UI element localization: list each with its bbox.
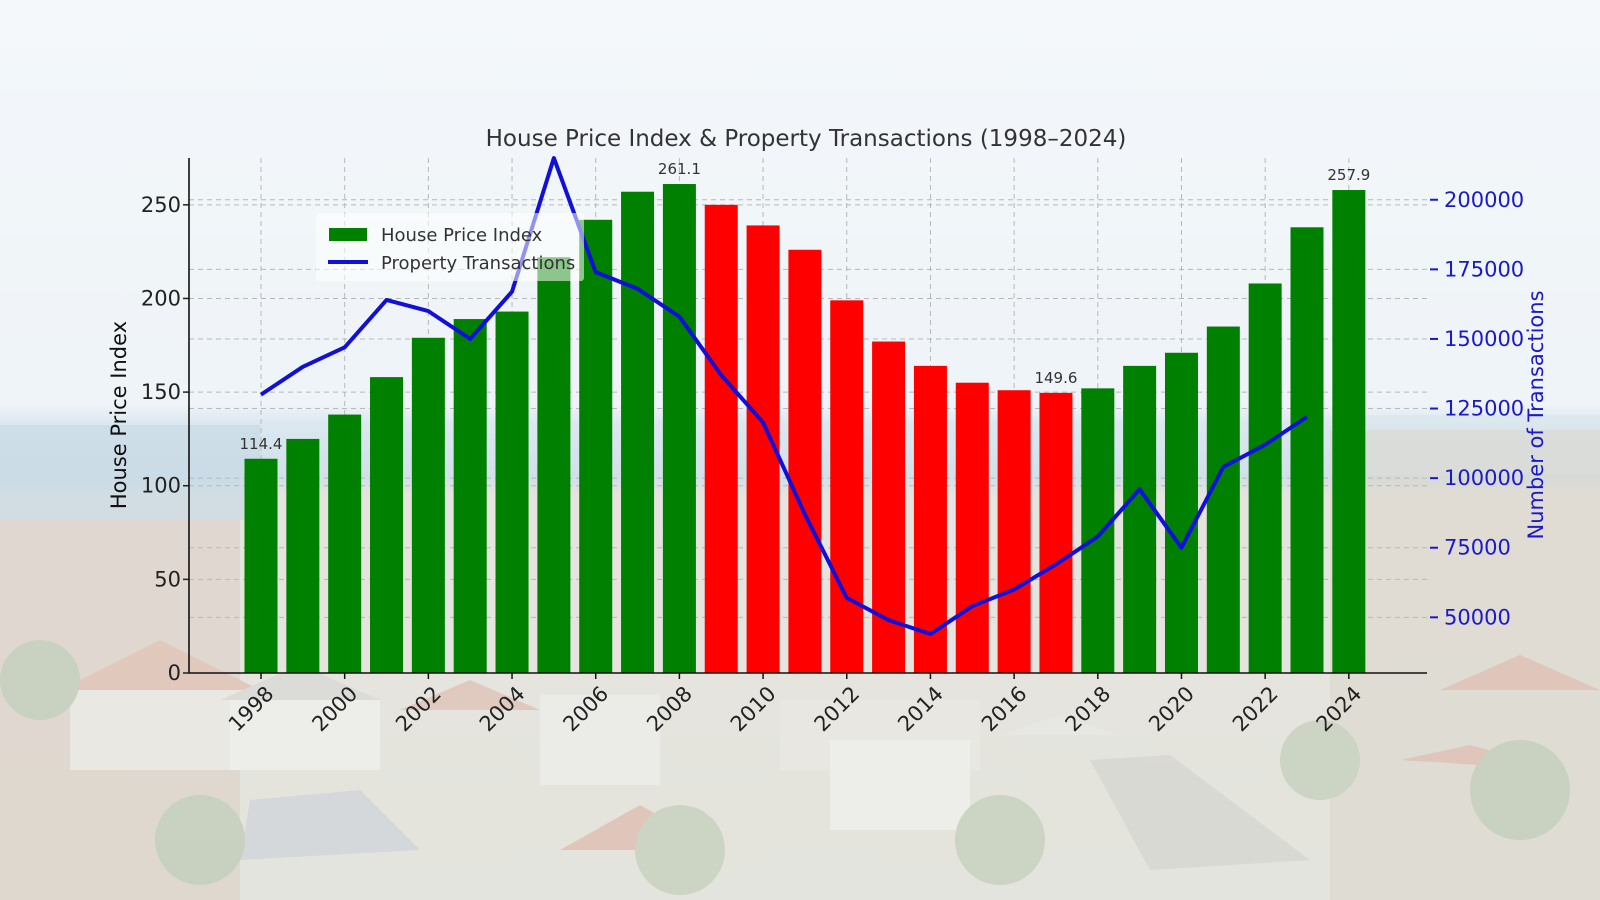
- bar-2017: [1039, 392, 1073, 673]
- bar-2005: [537, 257, 571, 673]
- bar-2015: [955, 382, 989, 673]
- bar-2007: [621, 191, 655, 673]
- y-tick-right-125000: 125000: [1444, 397, 1524, 421]
- y-tick-right-100000: 100000: [1444, 466, 1524, 490]
- y-tick-left-150: 150: [141, 380, 181, 404]
- bar-1998: [244, 458, 278, 673]
- bar-2018: [1081, 388, 1115, 673]
- bar-2021: [1206, 326, 1240, 673]
- bar-1999: [286, 438, 320, 673]
- y-tick-right-150000: 150000: [1444, 327, 1524, 351]
- y-tick-left-0: 0: [168, 661, 181, 685]
- bar-2013: [872, 341, 906, 673]
- y-tick-left-50: 50: [154, 567, 181, 591]
- y-tick-left-100: 100: [141, 474, 181, 498]
- y-tick-left-200: 200: [141, 286, 181, 310]
- bar-2023: [1290, 227, 1324, 674]
- bar-2008: [662, 184, 696, 673]
- data-label-2017: 149.6: [1034, 369, 1077, 387]
- y-tick-right-200000: 200000: [1444, 188, 1524, 212]
- data-label-1998: 114.4: [240, 435, 283, 453]
- bar-2014: [913, 365, 947, 673]
- legend: House Price Index Property Transactions: [316, 213, 584, 281]
- x-tick-2006: 2006: [558, 682, 613, 737]
- annotations-layer: 114.4 261.1 149.6 257.9: [240, 160, 1371, 453]
- y-tick-right-175000: 175000: [1444, 257, 1524, 281]
- y-axis-right-label: Number of Transactions: [1524, 290, 1548, 539]
- bar-2003: [453, 319, 487, 673]
- legend-bar-swatch: [329, 228, 367, 241]
- data-label-2008: 261.1: [658, 160, 701, 178]
- bar-2001: [370, 377, 404, 673]
- bars-layer: [244, 184, 1366, 674]
- bar-2011: [788, 249, 822, 673]
- bar-2009: [704, 204, 738, 673]
- bar-2019: [1123, 365, 1157, 673]
- legend-box: [316, 213, 584, 281]
- x-tick-2018: 2018: [1061, 682, 1116, 737]
- y-tick-right-50000: 50000: [1444, 605, 1511, 629]
- legend-label-house-price: House Price Index: [381, 225, 543, 246]
- bar-2022: [1248, 283, 1282, 673]
- x-tick-2014: 2014: [893, 682, 948, 737]
- x-tick-2000: 2000: [307, 682, 362, 737]
- x-tick-2016: 2016: [977, 682, 1032, 737]
- x-tick-2020: 2020: [1144, 682, 1199, 737]
- x-tick-2008: 2008: [642, 682, 697, 737]
- x-tick-1998: 1998: [224, 682, 279, 737]
- legend-label-transactions: Property Transactions: [381, 253, 575, 274]
- y-tick-left-250: 250: [141, 193, 181, 217]
- transactions-line: [259, 156, 1309, 637]
- data-label-2024: 257.9: [1327, 166, 1370, 184]
- x-tick-2022: 2022: [1228, 682, 1283, 737]
- bar-2000: [328, 414, 362, 673]
- bar-2004: [495, 311, 529, 673]
- bar-2024: [1332, 190, 1366, 674]
- bar-2020: [1164, 352, 1198, 673]
- transactions-line-layer: [259, 156, 1309, 637]
- x-tick-2012: 2012: [810, 682, 865, 737]
- y-axis-left-label: House Price Index: [107, 321, 131, 509]
- chart-title: House Price Index & Property Transaction…: [486, 126, 1127, 152]
- bar-2012: [830, 300, 864, 673]
- bar-2002: [411, 337, 445, 673]
- x-tick-2002: 2002: [391, 682, 446, 737]
- x-tick-2004: 2004: [475, 682, 530, 737]
- x-tick-2024: 2024: [1312, 682, 1367, 737]
- y-tick-right-75000: 75000: [1444, 536, 1511, 560]
- x-tick-2010: 2010: [726, 682, 781, 737]
- bar-2016: [997, 390, 1031, 673]
- bar-2006: [579, 219, 613, 674]
